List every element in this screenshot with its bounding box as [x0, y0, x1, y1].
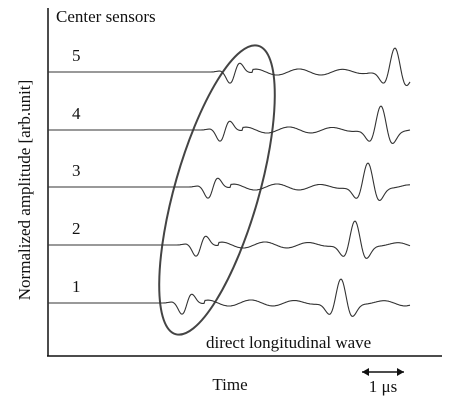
sensor-label: 2 — [72, 219, 81, 238]
sensor-label: 5 — [72, 46, 81, 65]
sensor-label: 4 — [72, 104, 81, 123]
scale-bar-label: 1 μs — [369, 377, 397, 396]
highlight-ellipse — [158, 44, 276, 336]
sensor-label: 3 — [72, 161, 81, 180]
waveform — [48, 162, 410, 201]
waveform — [48, 220, 411, 259]
y-axis-label: Normalized amplitude [arb.unit] — [15, 80, 34, 300]
waveform — [48, 278, 411, 317]
figure-title: Center sensors — [56, 7, 156, 26]
waveform — [48, 47, 411, 87]
waveform — [48, 105, 411, 144]
x-axis-label: Time — [212, 375, 247, 394]
traces: 5 4 3 2 1 — [48, 46, 411, 317]
sensor-label: 1 — [72, 277, 81, 296]
annotation: direct longitudinal wave — [206, 333, 371, 352]
